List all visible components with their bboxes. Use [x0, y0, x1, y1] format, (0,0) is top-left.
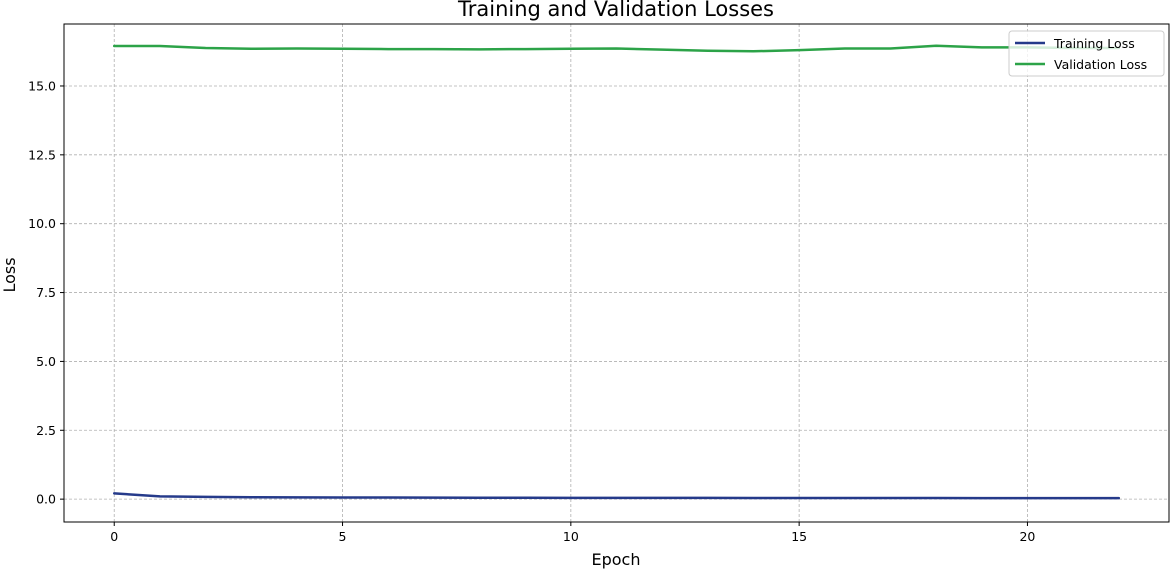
x-axis-label: Epoch	[592, 550, 641, 569]
series-line-training-loss	[112, 492, 1121, 500]
legend: Training Loss Validation Loss	[1008, 30, 1165, 77]
y-axis-label: Loss	[0, 257, 19, 292]
x-tick-label: 20	[1019, 529, 1035, 544]
y-tick-label: 15.0	[28, 78, 56, 93]
legend-box	[1008, 30, 1165, 77]
y-tick-label: 7.5	[36, 285, 56, 300]
legend-label-training-loss: Training Loss	[1053, 36, 1135, 51]
legend-label-validation-loss: Validation Loss	[1054, 57, 1147, 72]
x-tick-label: 10	[563, 529, 579, 544]
y-tick-label: 12.5	[28, 147, 56, 162]
series-line-validation-loss	[112, 44, 1121, 53]
chart-title: Training and Validation Losses	[457, 0, 774, 21]
y-tick-label: 2.5	[36, 423, 56, 438]
series-lines	[112, 44, 1121, 500]
axis-ticks: 0 5 10 15 20 0.0 2.5 5.0 7.5 10.0 12.5 15.0	[28, 78, 1035, 544]
x-tick-label: 5	[339, 529, 347, 544]
y-tick-label: 5.0	[36, 354, 56, 369]
plot-frame	[63, 23, 1170, 523]
grid	[64, 24, 1169, 522]
y-tick-label: 10.0	[28, 216, 56, 231]
x-tick-label: 0	[110, 529, 118, 544]
y-tick-label: 0.0	[36, 492, 56, 507]
x-tick-label: 15	[791, 529, 807, 544]
